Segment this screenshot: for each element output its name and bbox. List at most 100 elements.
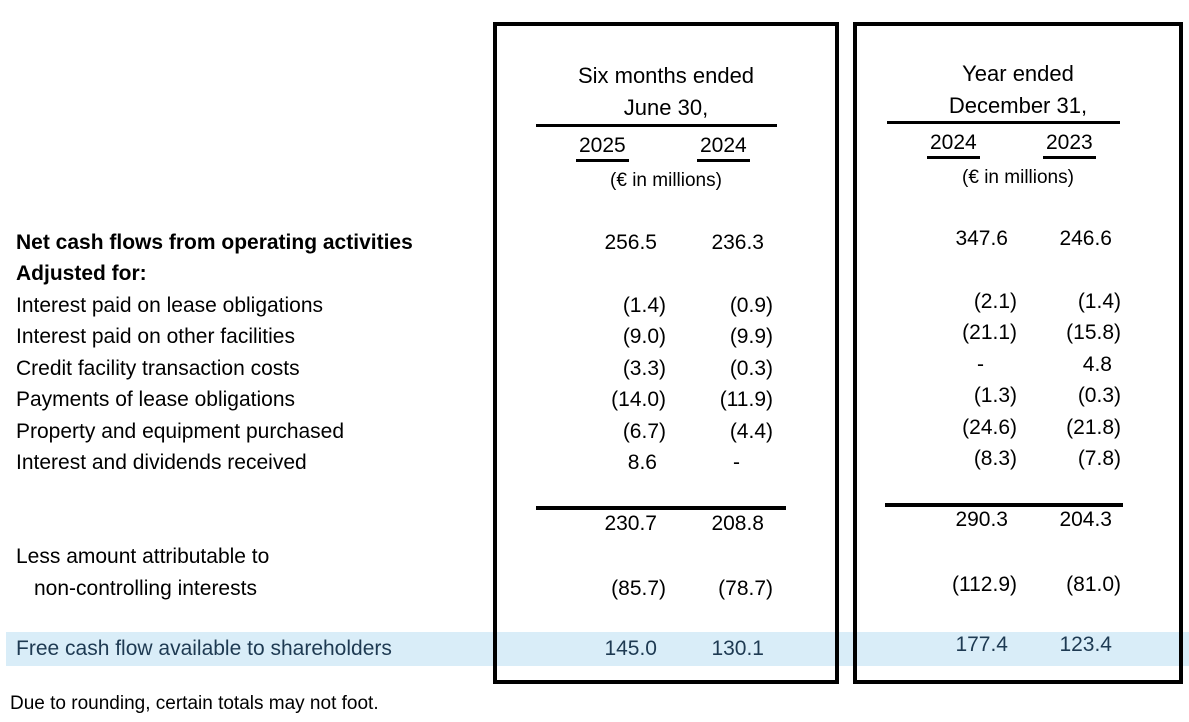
value-cell: (85.7) [493,573,666,604]
value-cell: (1.4) [493,290,666,321]
table-row-interest-lease: Interest paid on lease obligations (1.4)… [0,290,1189,321]
row-label: Interest paid on lease obligations [16,294,324,317]
value-cell: 208.8 [657,508,764,539]
table-row-free-cash-flow: Free cash flow available to shareholders… [0,632,1189,666]
units-label: (€ in millions) [610,170,722,191]
value-cell: (0.9) [657,290,773,321]
value-cell: (14.0) [493,384,666,415]
row-label: Adjusted for: [16,262,147,285]
cell-value: (14.0) [611,388,666,411]
value-cell: - [657,447,764,478]
table-row-interest-dividends: Interest and dividends received 8.6 - (8… [0,447,1189,478]
cell-value: 246.6 [1059,227,1112,250]
period-title-line2: December 31, [948,93,1088,118]
value-cell: (11.9) [657,384,773,415]
table-row-subtotal: 230.7 208.8 290.3 204.3 [0,508,1189,539]
cell-value: (0.3) [729,357,773,380]
value-cell: 347.6 [764,223,1008,254]
value-cell: (1.4) [1008,286,1121,317]
row-label: Free cash flow available to shareholders [16,637,392,660]
value-cell: (9.9) [657,321,773,352]
value-cell: (24.6) [764,412,1017,443]
value-cell: 246.6 [1008,223,1112,254]
row-label: Credit facility transaction costs [16,357,300,380]
row-label: Less amount attributable to [16,545,270,568]
row-label: Net cash flows from operating activities [16,231,413,254]
cell-value: 347.6 [955,227,1008,250]
value-cell: 130.1 [657,632,764,666]
cell-value: (78.7) [718,577,773,600]
cell-value: (7.8) [1077,447,1121,470]
cell-value: (1.4) [1077,290,1121,313]
table-row-less-amount-line1: Less amount attributable to [0,541,1189,572]
table-row-operating-activities: Net cash flows from operating activities… [0,227,1189,258]
highlight-band [6,632,1189,666]
value-cell: (21.8) [1008,412,1121,443]
value-cell: (4.4) [657,416,773,447]
value-cell: (81.0) [1008,569,1121,600]
table-row-property-equipment: Property and equipment purchased (6.7) (… [0,416,1189,447]
cell-value: 123.4 [1059,633,1112,656]
value-cell: 4.8 [1008,349,1112,380]
cell-value: (9.0) [622,325,666,348]
cell-value: 256.5 [604,231,657,254]
column-year-2024: 2024 [927,130,980,159]
column-year-2024: 2024 [697,133,750,162]
cell-value: 130.1 [711,637,764,660]
subtotal-rule-right [885,503,1123,507]
column-year-2023: 2023 [1043,130,1096,159]
cell-value: (112.9) [952,573,1017,596]
cell-value: 208.8 [711,512,764,535]
cell-value: (21.8) [1066,416,1121,439]
row-label: Interest and dividends received [16,451,307,474]
cell-value: (24.6) [962,416,1017,439]
value-cell: 8.6 [493,447,657,478]
period-title-line1: Year ended [962,61,1074,86]
row-label: Payments of lease obligations [16,388,295,411]
cell-value: (3.3) [622,357,666,380]
value-cell: (2.1) [764,286,1017,317]
value-cell: (6.7) [493,416,666,447]
value-cell: - [764,349,1008,380]
value-cell: 204.3 [1008,504,1112,535]
cell-value: (15.8) [1066,321,1121,344]
table-row-payments-lease: Payments of lease obligations (14.0) (11… [0,384,1189,415]
cell-value: 8.6 [627,451,657,474]
value-cell: (7.8) [1008,443,1121,474]
cell-value: (1.4) [622,294,666,317]
header-underline [536,124,777,127]
value-cell: 123.4 [1008,628,1112,662]
cell-value: 290.3 [955,508,1008,531]
cell-value: 4.8 [1082,353,1112,376]
value-cell: (1.3) [764,380,1017,411]
value-cell: 256.5 [493,227,657,258]
cell-value: (21.1) [962,321,1017,344]
value-cell: 177.4 [764,628,1008,662]
cell-value: - [977,353,984,376]
value-cell: (0.3) [657,353,773,384]
row-label: Property and equipment purchased [16,420,345,443]
cell-value: 145.0 [604,637,657,660]
cell-value: 230.7 [604,512,657,535]
cell-value: - [733,451,740,474]
cell-value: (85.7) [611,577,666,600]
table-row-interest-other: Interest paid on other facilities (9.0) … [0,321,1189,352]
cell-value: (81.0) [1066,573,1121,596]
table-row-credit-facility: Credit facility transaction costs (3.3) … [0,353,1189,384]
rounding-footnote: Due to rounding, certain totals may not … [10,693,379,714]
value-cell: (15.8) [1008,317,1121,348]
cell-value: 177.4 [955,633,1008,656]
header-underline [887,121,1120,124]
value-cell: 230.7 [493,508,657,539]
units-label: (€ in millions) [962,167,1074,188]
subtotal-rule-left [536,506,786,510]
cell-value: (11.9) [719,388,773,411]
six-months-table-header: Six months ended June 30, 2025 2024 (€ i… [493,22,839,222]
cell-value: (0.9) [729,294,773,317]
cell-value: (8.3) [973,447,1017,470]
value-cell: (112.9) [764,569,1017,600]
cell-value: (2.1) [973,290,1017,313]
table-row-adjusted-for: Adjusted for: [0,258,1189,289]
value-cell: (9.0) [493,321,666,352]
